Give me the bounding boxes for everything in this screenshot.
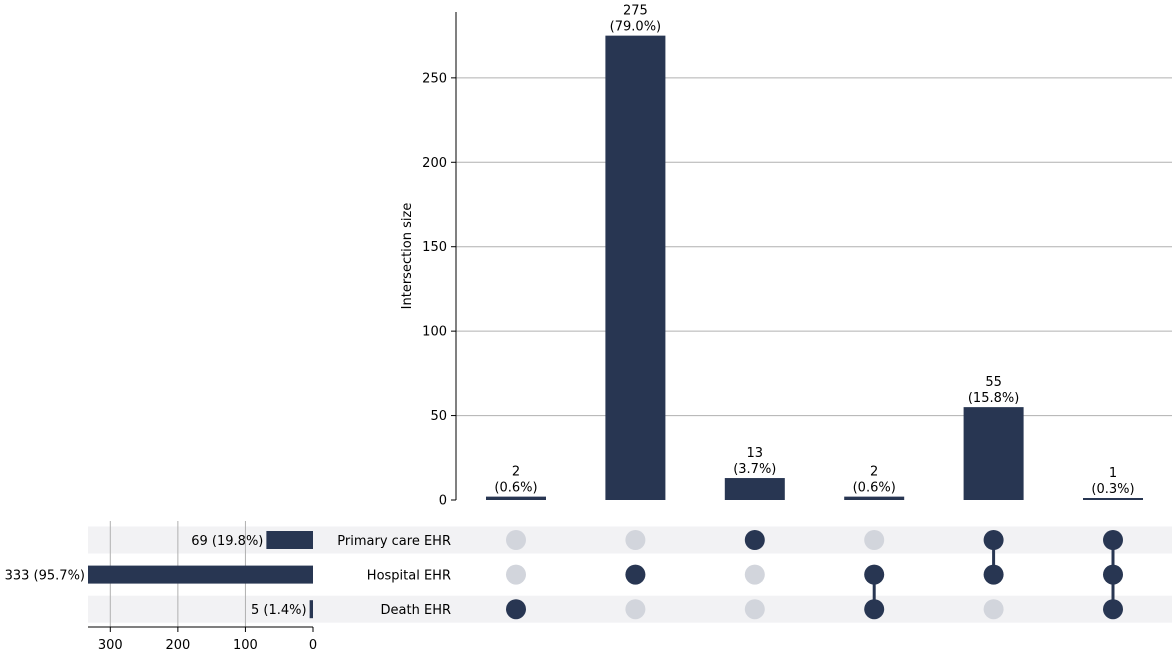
x-tick-label: 0 [309,638,317,651]
set-name-label: Primary care EHR [337,534,451,549]
intersection-bar [844,496,905,500]
set-name-label: Hospital EHR [367,569,451,584]
set-size-label: 333 (95.7%) [5,569,85,584]
matrix-dot-inactive [983,599,1004,620]
matrix-dot-inactive [864,530,885,550]
bar-count-label: 55 [985,375,1002,390]
set-size-bar [266,531,313,549]
bar-count-label: 1 [1109,466,1117,481]
matrix-dot-active [625,564,646,585]
matrix-dot-inactive [506,530,526,550]
set-name-label: Death EHR [381,603,451,618]
y-tick-label: 150 [422,240,447,255]
set-size-bar [309,600,313,619]
intersection-bar [1083,498,1143,500]
bar-percent-label: (0.6%) [494,481,537,496]
matrix-dot-inactive [625,599,646,620]
matrix-dot-active [1103,530,1123,550]
intersection-bar [724,478,785,500]
y-axis-label: Intersection size [400,203,415,310]
set-size-label: 5 (1.4%) [251,603,307,618]
set-size-bar [88,565,313,584]
matrix-dot-active [1103,599,1123,620]
intersection-bars: 2(0.6%)275(79.0%)13(3.7%) 2(0.6%)55(15.8%… [486,4,1143,500]
matrix-dot-active [1103,564,1123,585]
set-size-bars: 300 200 100 0 69 (19.8%) 333 (95.7%) 5 (1.4%) [5,521,317,651]
membership-matrix: Primary care EHR Hospital EHR Death EHR [337,530,1123,620]
intersection-bar [486,496,546,500]
y-tick-label: 200 [422,156,447,171]
matrix-dot-active [864,564,885,585]
intersection-bar [963,407,1024,500]
bar-count-label: 13 [747,446,764,461]
bar-percent-label: (79.0%) [610,20,661,35]
y-tick-label: 0 [439,494,447,509]
bar-count-label: 275 [623,4,648,19]
matrix-dot-active [983,530,1004,550]
y-tick-label: 100 [422,325,447,340]
y-tick-label: 50 [430,409,447,424]
matrix-dot-inactive [744,564,765,585]
x-tick-label: 100 [233,638,258,651]
bar-percent-label: (0.3%) [1091,482,1134,497]
matrix-dot-active [506,599,526,620]
x-tick-label: 300 [98,638,123,651]
gridlines [456,77,1172,417]
matrix-dot-active [983,564,1004,585]
matrix-dot-active [744,530,765,550]
matrix-dot-inactive [506,564,526,585]
bar-percent-label: (15.8%) [968,391,1019,406]
axes: 0 50 100 150 200 250 [422,12,457,509]
set-size-label: 69 (19.8%) [191,534,263,549]
bar-percent-label: (3.7%) [733,462,776,477]
matrix-dot-inactive [744,599,765,620]
matrix-dot-inactive [625,530,646,550]
matrix-dot-active [864,599,885,620]
intersection-bar [605,35,666,500]
bar-count-label: 2 [512,465,520,480]
bar-count-label: 2 [870,465,878,480]
x-tick-label: 200 [165,638,190,651]
bar-percent-label: (0.6%) [853,481,896,496]
y-tick-label: 250 [422,71,447,86]
